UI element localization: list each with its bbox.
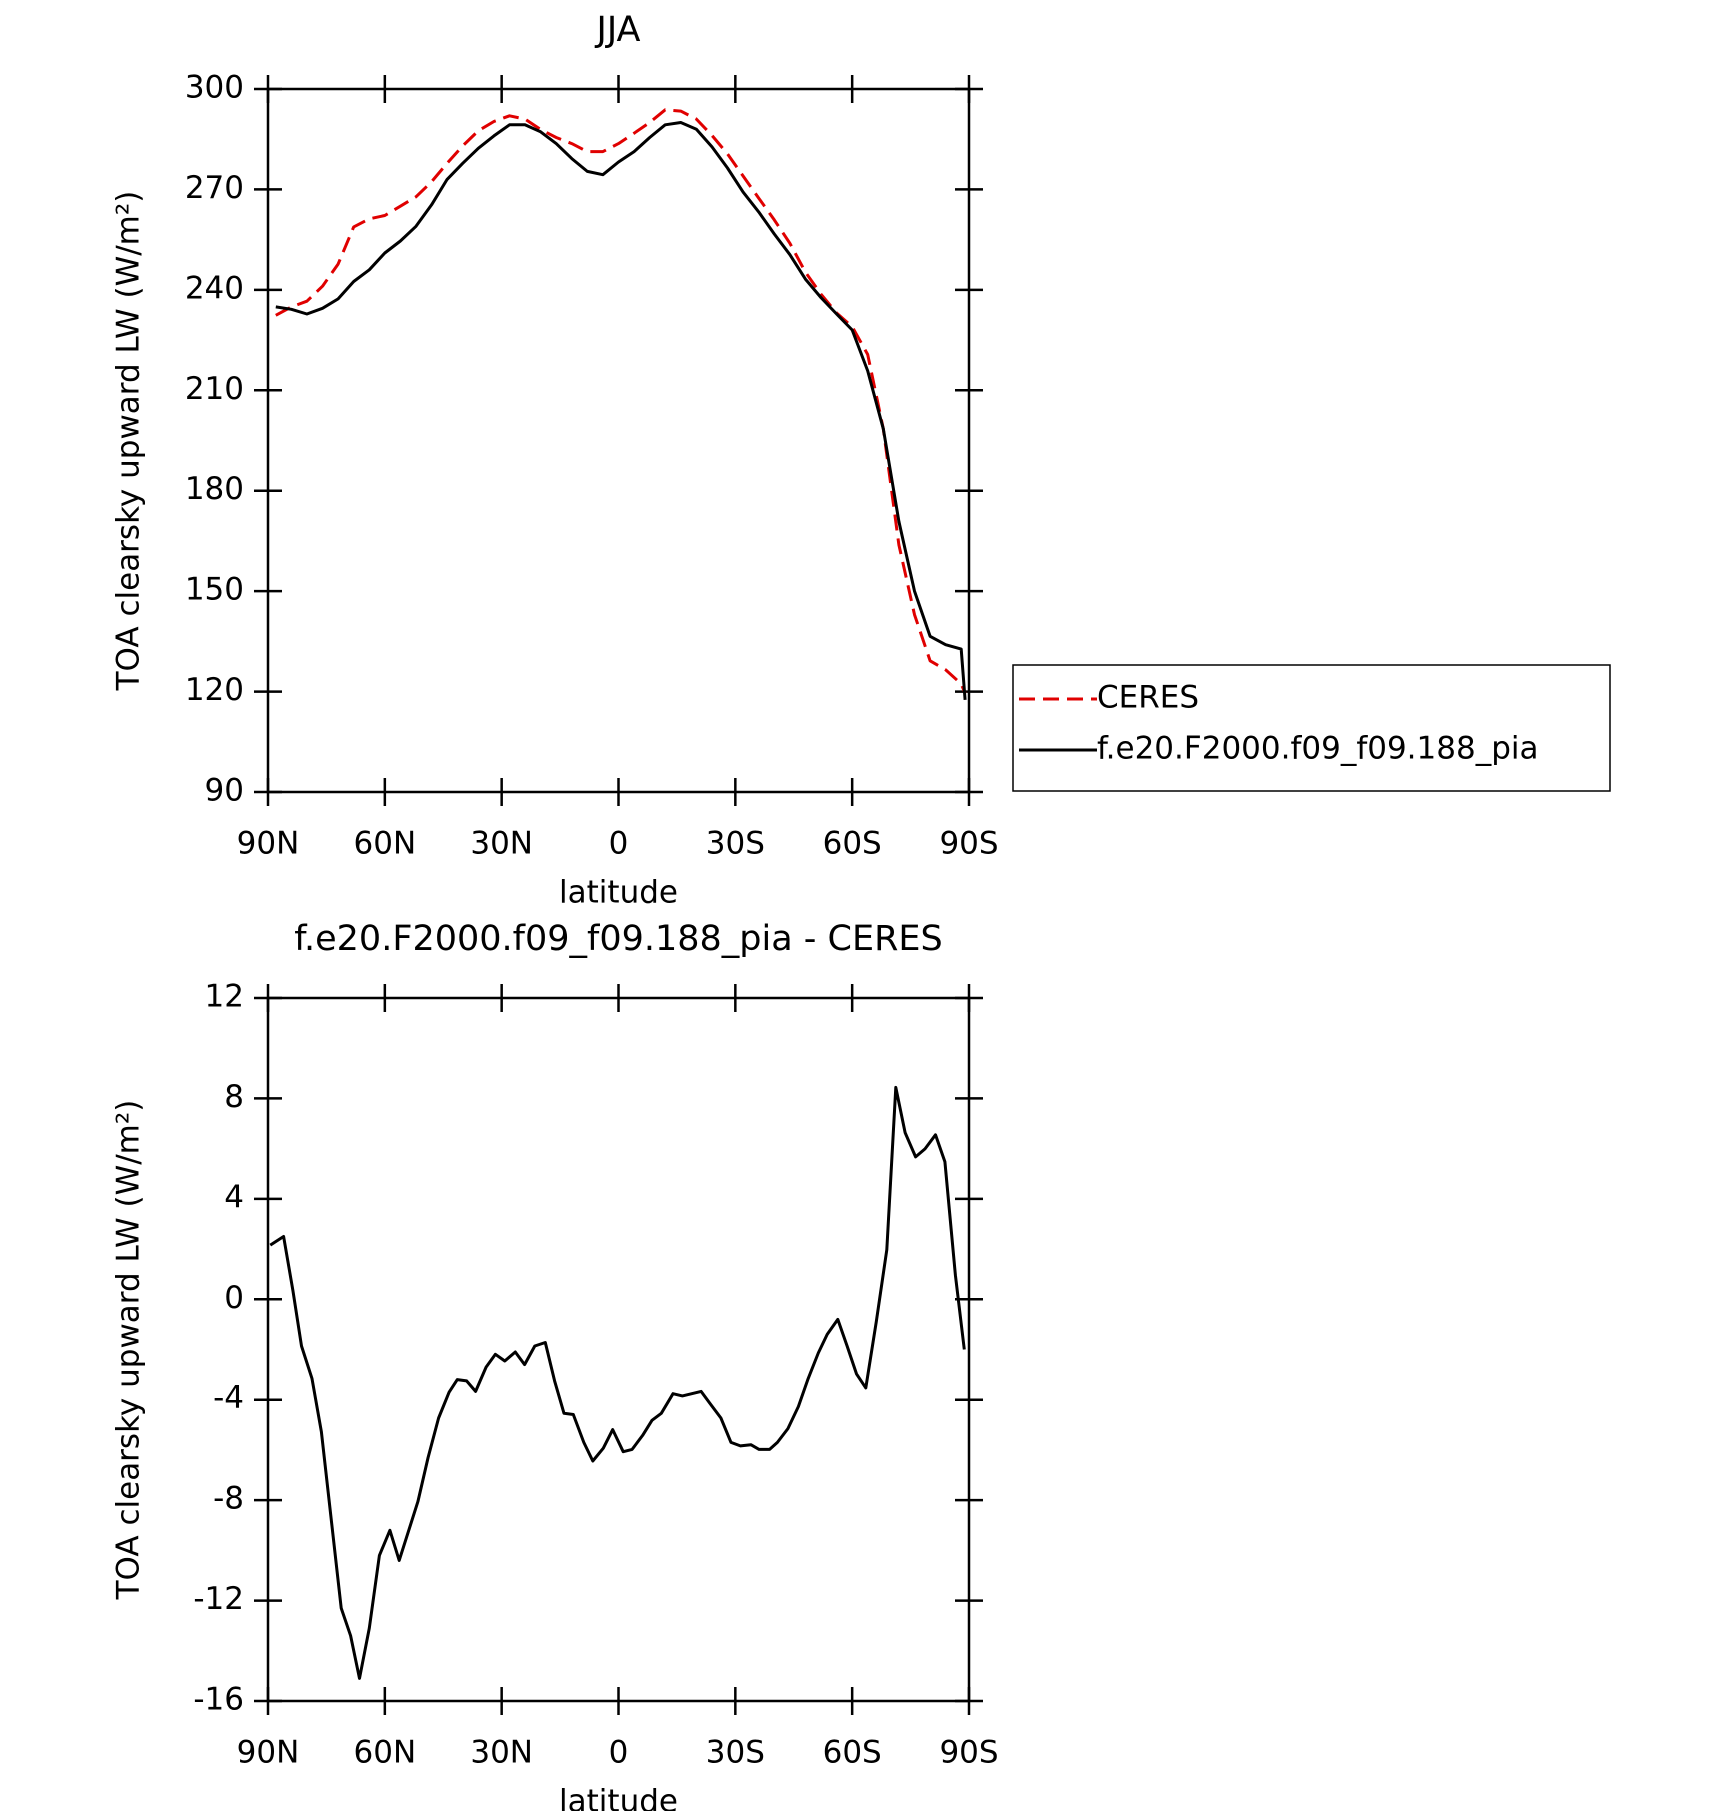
y-axis-label: TOA clearsky upward LW (W/m²) [111,191,147,692]
y-tick-label: -12 [193,1581,244,1617]
y-tick-label: 300 [185,70,244,106]
y-tick-label: 12 [205,979,244,1015]
x-axis-label: latitude [559,1784,678,1811]
x-tick-label: 90S [939,1735,998,1771]
plot-frame [266,87,971,794]
y-tick-label: 4 [224,1179,244,1215]
x-tick-label: 90N [237,1735,300,1771]
x-tick-label: 0 [609,1735,629,1771]
x-tick-label: 60S [823,1735,882,1771]
x-tick-label: 30S [706,826,765,862]
legend-label: f.e20.F2000.f09_f09.188_pia [1097,731,1539,767]
x-tick-label: 30N [470,1735,533,1771]
y-tick-label: 120 [185,672,244,708]
y-tick-label: -16 [193,1682,244,1718]
y-tick-label: 270 [185,170,244,206]
x-tick-label: 90N [237,826,300,862]
y-tick-label: 8 [224,1079,244,1115]
y-tick-label: 0 [224,1280,244,1316]
y-tick-label: 210 [185,371,244,407]
y-tick-label: 90 [205,773,244,809]
x-axis-label: latitude [559,875,678,911]
chart-title: f.e20.F2000.f09_f09.188_pia - CERES [294,919,943,959]
x-tick-label: 30N [470,826,533,862]
y-tick-label: 150 [185,572,244,608]
x-tick-label: 60S [823,826,882,862]
x-tick-label: 90S [939,826,998,862]
legend-label: CERES [1097,680,1199,716]
chart-title: JJA [595,10,641,50]
legend-box [1012,664,1611,792]
y-tick-label: -4 [213,1380,244,1416]
x-tick-label: 0 [609,826,629,862]
y-tick-label: 240 [185,270,244,306]
y-tick-label: 180 [185,471,244,507]
y-tick-label: -8 [213,1481,244,1517]
y-axis-label: TOA clearsky upward LW (W/m²) [111,1100,147,1601]
data-line [275,108,967,694]
x-tick-label: 60N [354,826,417,862]
data-line [275,121,967,701]
x-tick-label: 60N [354,1735,417,1771]
x-tick-label: 30S [706,1735,765,1771]
data-line [269,1085,966,1680]
